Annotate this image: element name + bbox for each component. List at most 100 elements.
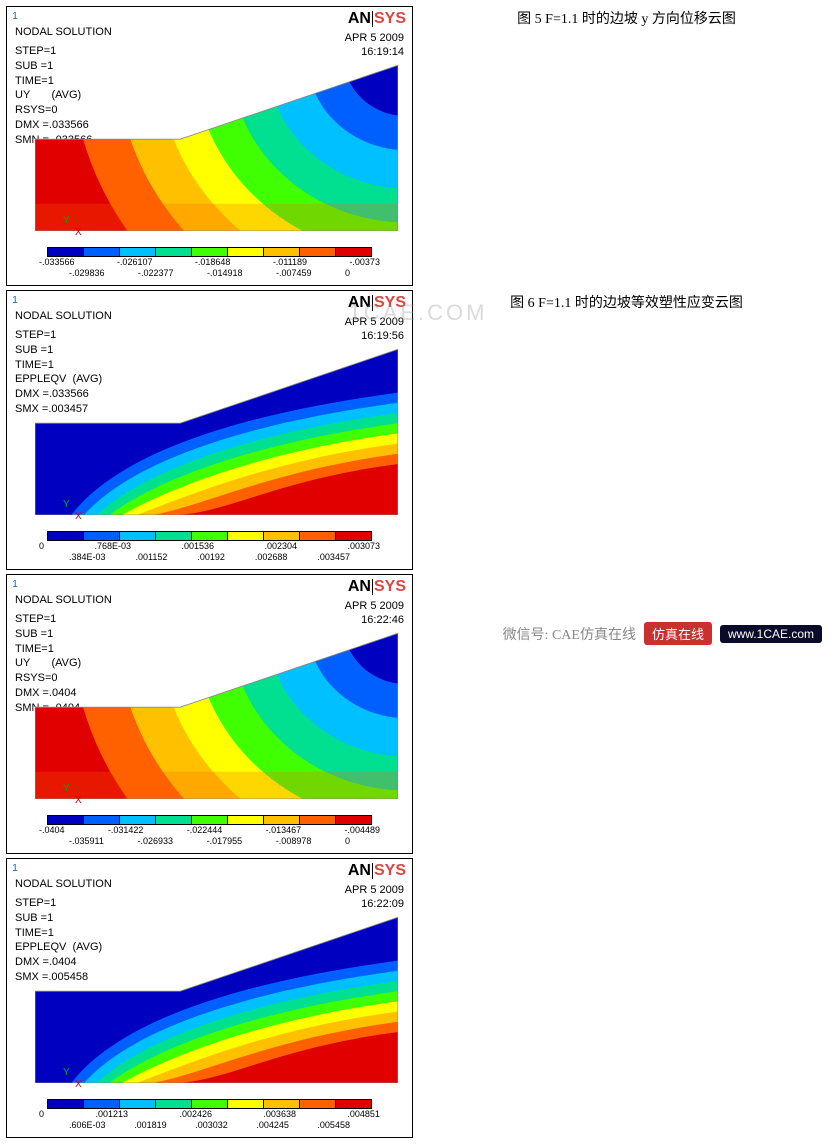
legend-value: .001536 (181, 541, 214, 552)
legend-labels: -.0404-.031422-.022444-.013467-.004489-.… (37, 825, 382, 851)
legend-swatch (84, 816, 120, 824)
x-axis-label: X (75, 795, 82, 806)
logo-an: AN (348, 11, 373, 27)
panel-title: NODAL SOLUTION (15, 25, 112, 40)
legend-value: -.013467 (266, 825, 302, 836)
legend-value: .384E-03 (69, 552, 106, 563)
contour-panel: 1ANSYSAPR 5 200916:22:09NODAL SOLUTIONST… (6, 858, 413, 1138)
legend-swatch (336, 248, 371, 256)
time-text: 16:22:46 (345, 613, 404, 627)
contour-panel: 1ANSYSAPR 5 200916:22:46NODAL SOLUTIONST… (6, 574, 413, 854)
color-legend (47, 815, 372, 825)
y-axis-label: Y (63, 783, 70, 794)
meta-line: STEP=1 (15, 896, 112, 911)
legend-swatch (156, 532, 192, 540)
legend-swatch (336, 816, 371, 824)
contour-plot: YX (35, 61, 398, 231)
date-text: APR 5 2009 (345, 883, 404, 897)
legend-swatch (84, 532, 120, 540)
legend-swatch (192, 1100, 228, 1108)
window-index: 1 (10, 294, 20, 306)
panel-title: NODAL SOLUTION (15, 877, 112, 892)
legend-swatch (48, 1100, 84, 1108)
legend-swatch (156, 1100, 192, 1108)
date-text: APR 5 2009 (345, 31, 404, 45)
legend-swatch (156, 816, 192, 824)
legend-swatch (300, 1100, 336, 1108)
legend-value: .001819 (134, 1120, 167, 1131)
legend-swatch (264, 532, 300, 540)
legend-swatch (120, 1100, 156, 1108)
logo-an: AN (348, 579, 373, 595)
figure-caption (423, 574, 830, 854)
legend-value: -.026933 (138, 836, 174, 847)
legend-swatch (228, 816, 264, 824)
legend-value: .003457 (317, 552, 350, 563)
window-index: 1 (10, 578, 20, 590)
legend-value: 0 (39, 1109, 44, 1120)
contour-plot: YX (35, 913, 398, 1083)
legend-swatch (192, 532, 228, 540)
legend-value: -.026107 (117, 257, 153, 268)
figure-caption (423, 858, 830, 1138)
legend-swatch (264, 248, 300, 256)
legend-swatch (120, 816, 156, 824)
x-axis-label: X (75, 227, 82, 238)
meta-line: STEP=1 (15, 328, 112, 343)
legend-value: -.008978 (276, 836, 312, 847)
legend-value: -.00373 (349, 257, 380, 268)
x-axis-label: X (75, 1079, 82, 1090)
legend-swatch (300, 532, 336, 540)
legend-labels: 0.768E-03.001536.002304.003073.384E-03.0… (37, 541, 382, 567)
time-text: 16:19:14 (345, 45, 404, 59)
panel-title: NODAL SOLUTION (15, 309, 112, 324)
window-index: 1 (10, 10, 20, 22)
color-legend (47, 531, 372, 541)
legend-value: .004851 (347, 1109, 380, 1120)
legend-value: -.007459 (276, 268, 312, 279)
legend-swatch (336, 532, 371, 540)
legend-value: .004245 (256, 1120, 289, 1131)
ansys-logo: ANSYS (348, 579, 406, 595)
time-text: 16:19:56 (345, 329, 404, 343)
contour-plot: YX (35, 345, 398, 515)
legend-value: .001213 (95, 1109, 128, 1120)
legend-swatch (300, 816, 336, 824)
legend-value: .002688 (255, 552, 288, 563)
legend-value: -.033566 (39, 257, 75, 268)
legend-value: .768E-03 (94, 541, 131, 552)
legend-swatch (84, 1100, 120, 1108)
date-text: APR 5 2009 (345, 315, 404, 329)
legend-value: .606E-03 (69, 1120, 106, 1131)
legend-value: -.029836 (69, 268, 105, 279)
timestamp: APR 5 200916:19:56 (345, 315, 404, 344)
legend-value: -.022444 (187, 825, 223, 836)
logo-sys: SYS (373, 579, 406, 595)
legend-swatch (228, 1100, 264, 1108)
legend-swatch (84, 248, 120, 256)
legend-swatch (192, 816, 228, 824)
y-axis-label: Y (63, 215, 70, 226)
timestamp: APR 5 200916:22:09 (345, 883, 404, 912)
legend-value: -.022377 (138, 268, 174, 279)
x-axis-label: X (75, 511, 82, 522)
legend-swatch (264, 1100, 300, 1108)
timestamp: APR 5 200916:22:46 (345, 599, 404, 628)
ansys-logo: ANSYS (348, 11, 406, 27)
legend-value: 0 (345, 268, 350, 279)
panel-title: NODAL SOLUTION (15, 593, 112, 608)
time-text: 16:22:09 (345, 897, 404, 911)
color-legend (47, 247, 372, 257)
legend-value: -.018648 (195, 257, 231, 268)
legend-swatch (48, 816, 84, 824)
legend-swatch (228, 248, 264, 256)
legend-swatch (264, 816, 300, 824)
legend-swatch (300, 248, 336, 256)
y-axis-label: Y (63, 1067, 70, 1078)
contour-panel: 1ANSYSAPR 5 200916:19:56NODAL SOLUTIONST… (6, 290, 413, 570)
logo-sys: SYS (373, 295, 406, 311)
figure-caption: 图 5 F=1.1 时的边坡 y 方向位移云图 (423, 6, 830, 286)
legend-swatch (192, 248, 228, 256)
legend-swatch (48, 532, 84, 540)
legend-value: -.004489 (344, 825, 380, 836)
